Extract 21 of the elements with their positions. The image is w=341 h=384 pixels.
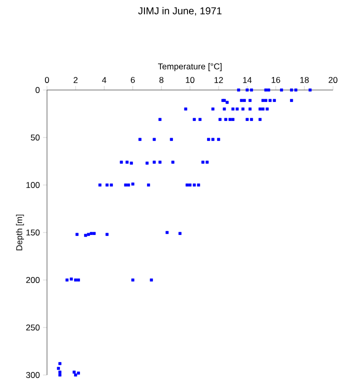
y-tick-label: 200 [26,276,40,284]
x-tick-label: 2 [74,77,78,83]
y-tick-label: 100 [26,182,40,188]
x-tick-label: 10 [186,76,194,83]
y-axis-title: Depth [m] [16,214,24,250]
x-tick-label: 18 [300,76,309,83]
x-tick-label: 14 [243,77,252,83]
x-tick-label: 8 [159,76,164,83]
x-tick-label: 4 [102,77,106,83]
y-tick-label: 50 [30,134,40,141]
y-tick-label: 250 [26,324,40,331]
y-tick-label: 300 [26,372,40,378]
x-tick-label: 0 [44,76,50,83]
x-tick-label: 20 [328,76,338,83]
x-tick-label: 6 [130,76,135,83]
y-tick-label: 150 [26,229,40,236]
chart-title: JIMJ in June, 1971 [138,7,222,16]
y-tick-label: 0 [36,86,40,94]
x-axis-title: Temperature [°C] [158,63,222,72]
x-tick-label: 12 [214,77,223,83]
x-tick-label: 16 [272,76,280,83]
